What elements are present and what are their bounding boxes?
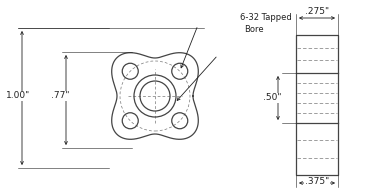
Text: Bore: Bore: [244, 25, 263, 33]
Text: .275": .275": [305, 7, 329, 17]
Text: .77": .77": [51, 92, 69, 100]
Text: 1.00": 1.00": [6, 92, 30, 100]
Text: 6-32 Tapped: 6-32 Tapped: [240, 12, 292, 22]
Text: .50": .50": [263, 94, 281, 103]
Text: .375": .375": [305, 177, 329, 186]
